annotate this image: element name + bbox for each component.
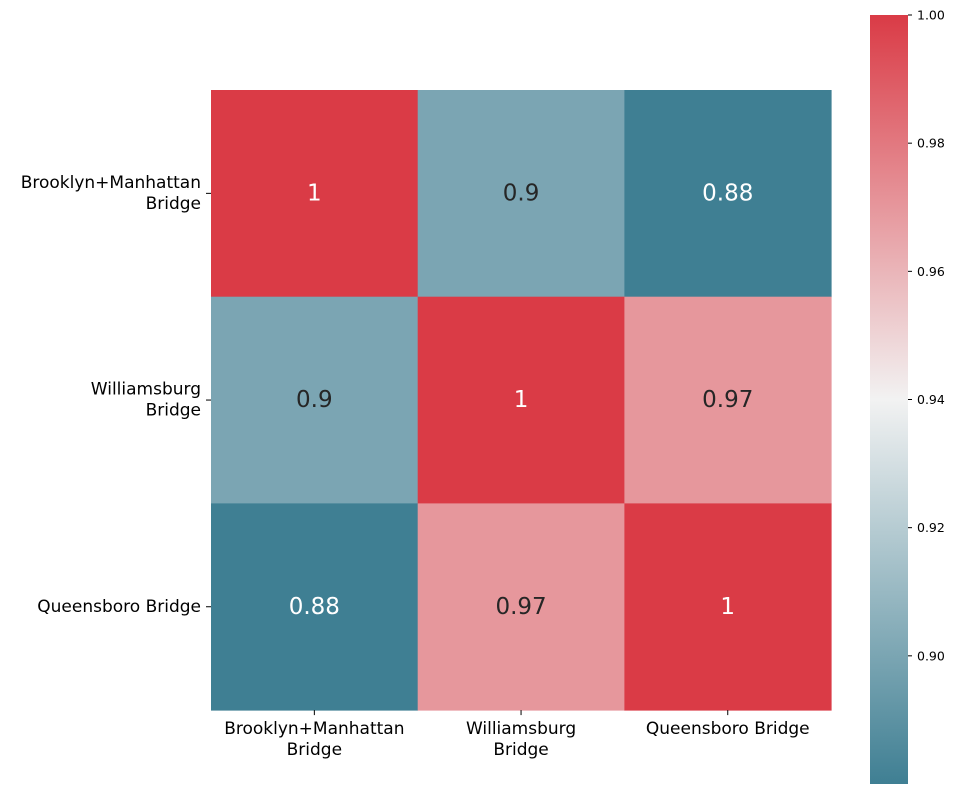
cell-value-label: 0.88 — [702, 180, 753, 206]
heatmap-cell — [211, 296, 419, 504]
cell-value-label: 0.97 — [702, 387, 753, 413]
heatmap-cell — [624, 90, 832, 298]
colorbar-tick-label: 0.90 — [917, 648, 945, 663]
heatmap-cell — [624, 296, 832, 504]
x-tick-label: Bridge — [287, 740, 342, 760]
heatmap-cell — [417, 503, 625, 711]
x-axis-ticks: Brooklyn+ManhattanBridgeWilliamsburgBrid… — [224, 710, 810, 760]
y-tick-label: Bridge — [146, 194, 201, 214]
y-tick-label: Williamsburg — [91, 380, 201, 400]
colorbar-tick-label: 0.94 — [917, 392, 945, 407]
heatmap-cell-labels: 1 0.9 0.88 0.9 1 0.97 0.88 0.97 1 — [289, 180, 754, 619]
x-tick-label: Bridge — [493, 740, 548, 760]
heatmap-cells — [211, 90, 832, 711]
heatmap-cell — [624, 503, 832, 711]
colorbar-tick-label: 0.92 — [917, 520, 945, 535]
heatmap-cell — [211, 90, 419, 298]
colorbar-gradient — [870, 15, 908, 784]
colorbar-tick-label: 0.96 — [917, 264, 945, 279]
cell-value-label: 0.97 — [495, 594, 546, 620]
x-tick-label: Williamsburg — [466, 719, 576, 739]
x-tick-label: Brooklyn+Manhattan — [224, 719, 404, 739]
colorbar: 0.90 0.92 0.94 0.96 0.98 1.00 — [870, 8, 945, 784]
cell-value-label: 1 — [307, 180, 322, 206]
colorbar-tick-label: 0.98 — [917, 136, 945, 151]
cell-value-label: 1 — [514, 387, 529, 413]
y-tick-label: Queensboro Bridge — [37, 597, 201, 617]
heatmap-cell — [417, 296, 625, 504]
cell-value-label: 0.9 — [503, 180, 540, 206]
y-axis-ticks: Brooklyn+ManhattanBridgeWilliamsburgBrid… — [21, 173, 211, 617]
cell-value-label: 0.9 — [296, 387, 333, 413]
y-tick-label: Bridge — [146, 401, 201, 421]
x-tick-label: Queensboro Bridge — [646, 719, 810, 739]
colorbar-ticks: 0.90 0.92 0.94 0.96 0.98 1.00 — [908, 8, 945, 663]
colorbar-tick-label: 1.00 — [917, 8, 945, 23]
cell-value-label: 1 — [720, 594, 735, 620]
heatmap-cell — [211, 503, 419, 711]
y-tick-label: Brooklyn+Manhattan — [21, 173, 201, 193]
heatmap-cell — [417, 90, 625, 298]
cell-value-label: 0.88 — [289, 594, 340, 620]
